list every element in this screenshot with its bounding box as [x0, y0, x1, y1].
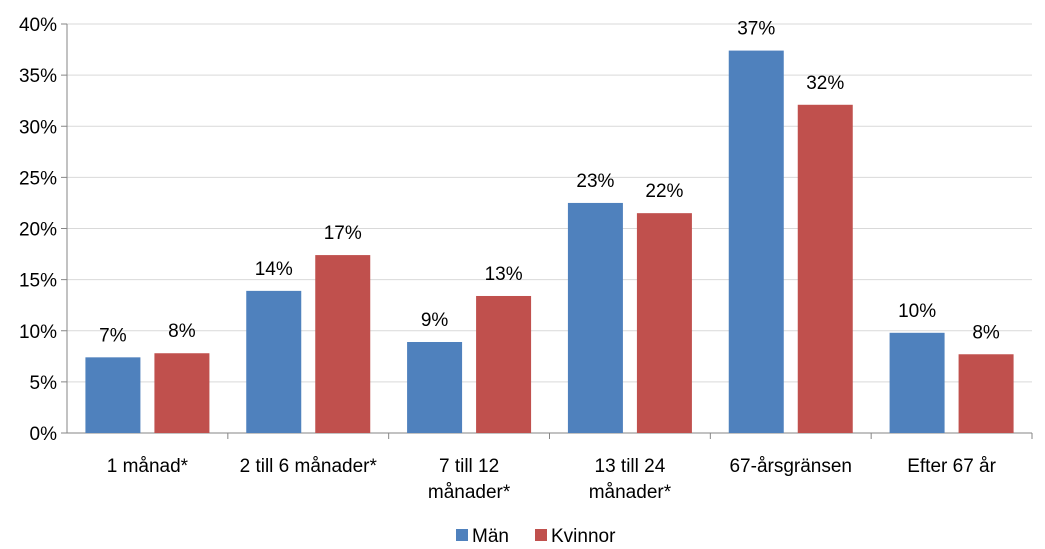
y-tick-label: 35% [19, 66, 57, 87]
y-tick-label: 40% [19, 15, 57, 36]
category-label: 7 till 12 [439, 456, 499, 477]
y-tick-label: 30% [19, 117, 57, 138]
bar-kvinnor [315, 255, 371, 433]
category-label: månader* [589, 482, 672, 503]
category-label: månader* [428, 482, 511, 503]
legend-swatch [535, 529, 547, 541]
legend-swatch [456, 529, 468, 541]
data-label: 8% [168, 321, 196, 342]
y-tick-label: 25% [19, 168, 57, 189]
legend: Män Kvinnor [456, 526, 616, 547]
y-tick-label: 20% [19, 220, 57, 241]
bar-kvinnor [797, 104, 853, 433]
bar-kvinnor [154, 353, 210, 433]
bars [85, 50, 1014, 434]
category-label: 13 till 24 [595, 456, 666, 477]
y-tick-label: 10% [19, 322, 57, 343]
bar-kvinnor [636, 213, 692, 433]
data-label: 17% [324, 223, 362, 244]
data-label: 7% [99, 325, 127, 346]
y-tick-label: 5% [30, 373, 58, 394]
bar-man [246, 290, 302, 433]
bar-man [728, 50, 784, 434]
y-tick-label: 15% [19, 271, 57, 292]
bar-kvinnor [476, 295, 532, 433]
data-label: 37% [737, 19, 775, 40]
legend-label: Män [472, 526, 509, 547]
y-tick-label: 0% [30, 424, 58, 445]
bar-man [407, 341, 463, 433]
category-label: 2 till 6 månader* [240, 456, 378, 477]
data-label: 10% [898, 301, 936, 322]
bar-man [567, 202, 623, 433]
bar-kvinnor [958, 354, 1014, 433]
category-label: 1 månad* [107, 456, 189, 477]
data-label: 9% [421, 310, 449, 331]
bar-man [889, 332, 945, 433]
data-label: 22% [645, 181, 683, 202]
data-labels: 7% 8% 14% 17% 9% 13% 23% 22% 37% 32% 10% 8% [99, 19, 1000, 347]
category-label: 67-årsgränsen [729, 456, 852, 477]
data-label: 32% [806, 73, 844, 94]
data-label: 23% [576, 171, 614, 192]
data-label: 14% [255, 259, 293, 280]
bar-man [85, 357, 141, 433]
legend-label: Kvinnor [551, 526, 616, 547]
y-axis-ticks: 0% 5% 10% 15% 20% 25% 30% 35% 40% [19, 15, 67, 445]
category-label: Efter 67 år [907, 456, 996, 477]
gridlines [67, 23, 1032, 383]
data-label: 13% [485, 264, 523, 285]
category-labels: 1 månad* 2 till 6 månader* 7 till 12 månade… [107, 433, 1033, 503]
data-label: 8% [972, 322, 1000, 343]
